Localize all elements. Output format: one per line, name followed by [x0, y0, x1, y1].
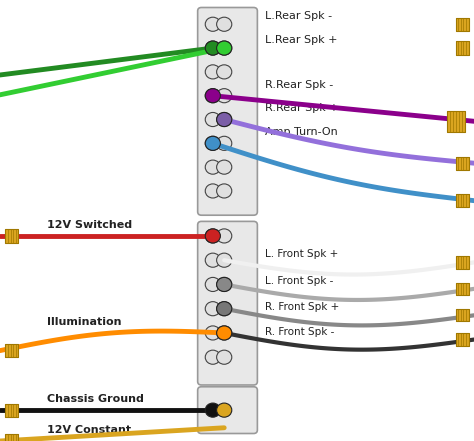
Circle shape: [205, 403, 220, 417]
FancyBboxPatch shape: [5, 229, 18, 243]
Circle shape: [205, 229, 220, 243]
Text: Amp Turn-On: Amp Turn-On: [265, 127, 338, 137]
Circle shape: [205, 253, 220, 267]
Circle shape: [205, 277, 220, 292]
Text: R. Front Spk -: R. Front Spk -: [265, 327, 335, 336]
Circle shape: [217, 17, 232, 31]
FancyBboxPatch shape: [456, 283, 469, 295]
Circle shape: [217, 89, 232, 103]
Circle shape: [217, 302, 232, 316]
FancyBboxPatch shape: [456, 41, 469, 55]
Circle shape: [217, 112, 232, 127]
Text: L.Rear Spk -: L.Rear Spk -: [265, 11, 333, 21]
Circle shape: [217, 65, 232, 79]
FancyBboxPatch shape: [456, 157, 469, 170]
Circle shape: [217, 403, 232, 417]
Text: L. Front Spk -: L. Front Spk -: [265, 276, 334, 286]
Text: L. Front Spk +: L. Front Spk +: [265, 250, 339, 259]
FancyBboxPatch shape: [5, 404, 18, 417]
Circle shape: [217, 160, 232, 174]
Circle shape: [217, 277, 232, 292]
FancyBboxPatch shape: [198, 387, 257, 434]
Circle shape: [217, 277, 232, 292]
FancyBboxPatch shape: [456, 194, 469, 207]
Circle shape: [217, 326, 232, 340]
Circle shape: [217, 302, 232, 316]
Circle shape: [205, 350, 220, 364]
FancyBboxPatch shape: [456, 18, 469, 31]
FancyBboxPatch shape: [5, 434, 18, 441]
Text: R.Rear Spk -: R.Rear Spk -: [265, 80, 334, 90]
Circle shape: [205, 184, 220, 198]
Circle shape: [217, 350, 232, 364]
FancyBboxPatch shape: [447, 111, 465, 132]
Text: R.Rear Spk +: R.Rear Spk +: [265, 104, 339, 113]
Circle shape: [217, 112, 232, 127]
Text: 12V Constant: 12V Constant: [47, 425, 131, 435]
Circle shape: [205, 136, 220, 150]
Circle shape: [217, 41, 232, 55]
Circle shape: [205, 136, 220, 150]
FancyBboxPatch shape: [198, 221, 257, 385]
Circle shape: [205, 326, 220, 340]
Circle shape: [217, 136, 232, 150]
Circle shape: [217, 41, 232, 55]
Circle shape: [205, 89, 220, 103]
Text: R. Front Spk +: R. Front Spk +: [265, 303, 340, 312]
Circle shape: [217, 229, 232, 243]
Circle shape: [205, 112, 220, 127]
Circle shape: [205, 17, 220, 31]
Text: L.Rear Spk +: L.Rear Spk +: [265, 35, 338, 45]
Circle shape: [205, 41, 220, 55]
FancyBboxPatch shape: [5, 344, 18, 357]
Circle shape: [205, 302, 220, 316]
Circle shape: [217, 326, 232, 340]
Circle shape: [217, 253, 232, 267]
FancyBboxPatch shape: [198, 7, 257, 215]
FancyBboxPatch shape: [456, 309, 469, 321]
Circle shape: [205, 41, 220, 55]
Text: 12V Switched: 12V Switched: [47, 220, 133, 230]
Circle shape: [217, 184, 232, 198]
FancyBboxPatch shape: [456, 333, 469, 346]
Circle shape: [205, 89, 220, 103]
Circle shape: [205, 229, 220, 243]
Circle shape: [205, 65, 220, 79]
FancyBboxPatch shape: [456, 256, 469, 269]
Text: Illumination: Illumination: [47, 317, 122, 327]
Text: Chassis Ground: Chassis Ground: [47, 394, 144, 404]
Circle shape: [205, 160, 220, 174]
